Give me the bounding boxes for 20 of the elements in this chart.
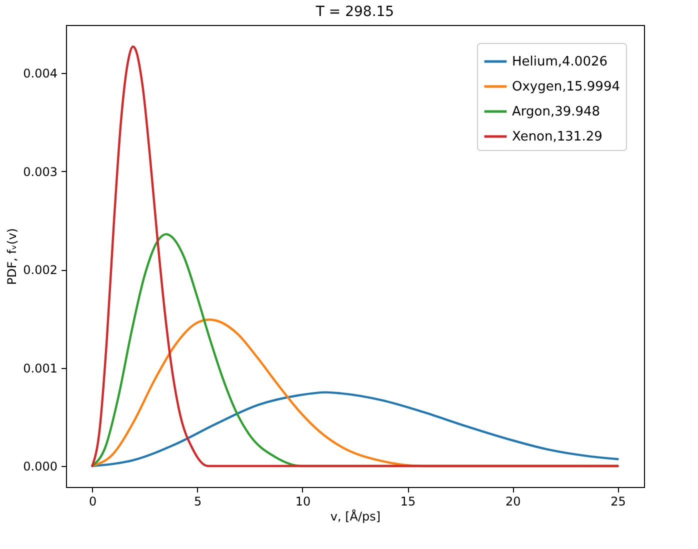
x-axis-title: v, [Å/ps] bbox=[330, 508, 381, 524]
legend-label: Xenon,131.29 bbox=[512, 130, 602, 144]
x-tick-label: 25 bbox=[610, 494, 626, 508]
x-tick-label: 10 bbox=[295, 494, 311, 508]
chart-title: T = 298.15 bbox=[314, 4, 394, 20]
y-tick-label: 0.003 bbox=[23, 164, 58, 179]
y-tick-label: 0.004 bbox=[23, 66, 58, 81]
y-axis-title: PDF, fᵥ(v) bbox=[5, 228, 20, 285]
y-tick-label: 0.000 bbox=[23, 459, 58, 474]
x-tick-label: 20 bbox=[505, 494, 521, 508]
x-tick-label: 5 bbox=[194, 494, 202, 508]
x-tick-label: 0 bbox=[88, 494, 97, 508]
line-series bbox=[91, 46, 619, 468]
x-tick-label: 15 bbox=[400, 494, 416, 508]
legend-label: Argon,39.948 bbox=[512, 104, 600, 120]
y-tick-label: 0.001 bbox=[23, 361, 58, 376]
legend-label: Helium,4.0026 bbox=[512, 54, 608, 70]
legend-label: Oxygen,15.9994 bbox=[512, 80, 620, 94]
y-tick-label: 0.002 bbox=[23, 263, 58, 278]
line-series bbox=[91, 391, 619, 468]
